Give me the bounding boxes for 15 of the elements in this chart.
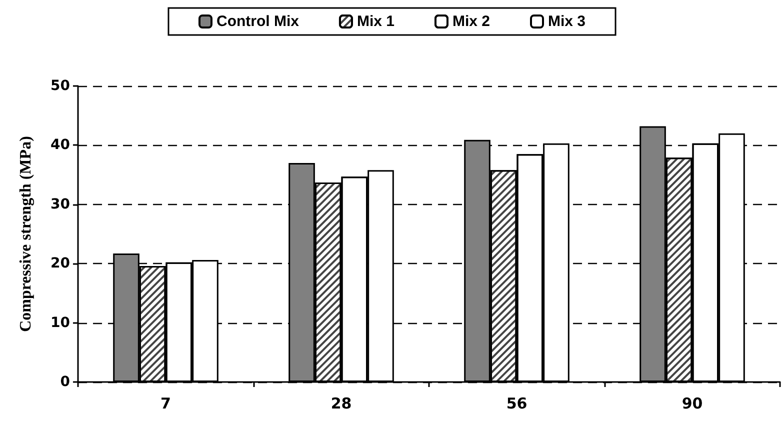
y-tick-label: 10 xyxy=(50,314,70,331)
x-tick-label: 56 xyxy=(506,394,528,412)
y-axis-title: Compressive strength (MPa) xyxy=(18,136,34,332)
x-tick-label: 90 xyxy=(682,394,703,412)
x-tick-label: 7 xyxy=(160,394,171,412)
legend-label: Mix 2 xyxy=(452,13,490,30)
legend-label: Control Mix xyxy=(216,13,300,30)
y-tick-label: 40 xyxy=(50,137,70,154)
y-tick-label: 0 xyxy=(60,374,70,390)
y-tick-label: 50 xyxy=(50,78,70,94)
legend-label: Mix 1 xyxy=(356,13,394,30)
x-tick-label: 28 xyxy=(330,394,352,412)
y-tick-label: 30 xyxy=(50,196,70,212)
y-tick-label: 20 xyxy=(50,256,70,272)
legend-label: Mix 3 xyxy=(548,13,586,30)
